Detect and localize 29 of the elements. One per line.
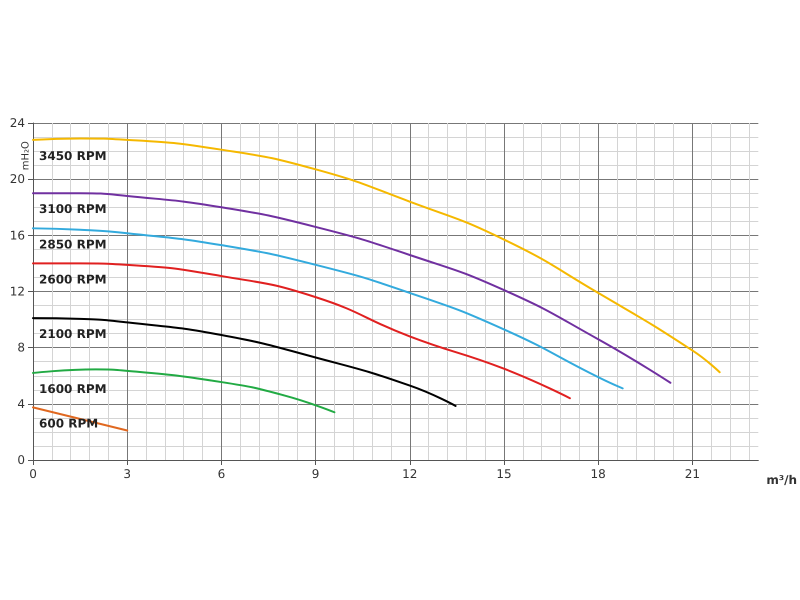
y-tick-label: 8	[17, 340, 25, 355]
y-tick-label: 12	[10, 284, 25, 298]
x-tick-label: 21	[684, 467, 700, 481]
y-tick-label: 0	[17, 453, 25, 467]
series-label: 2100 RPM	[39, 327, 107, 342]
y-tick-label: 16	[10, 228, 25, 242]
series-label: 3450 RPM	[39, 148, 107, 163]
y-tick-label: 24	[10, 116, 25, 130]
x-tick-label: 3	[123, 467, 132, 481]
x-tick-label: 0	[29, 467, 37, 481]
line-series	[32, 262, 571, 400]
y-tick-label: 4	[17, 396, 25, 411]
x-tick-label: 15	[496, 467, 512, 481]
x-axis-title: m³/h	[766, 473, 797, 487]
x-tick-label: 18	[590, 467, 606, 481]
y-axis-title: mH₂O	[20, 140, 32, 170]
series-label: 2600 RPM	[39, 272, 107, 286]
line-series	[32, 317, 457, 407]
series-label: 2850 RPM	[39, 237, 107, 252]
y-tick-label: 20	[10, 172, 25, 186]
x-tick-label: 12	[402, 467, 418, 481]
series-label: 1600 RPM	[39, 382, 107, 396]
x-tick-label: 6	[218, 467, 226, 481]
line-series	[32, 368, 336, 414]
series-label: 3100 RPM	[39, 202, 107, 216]
line-series	[32, 137, 721, 374]
x-tick-label: 9	[312, 467, 320, 481]
line-series	[32, 192, 672, 384]
series-label: 600 RPM	[39, 416, 98, 430]
